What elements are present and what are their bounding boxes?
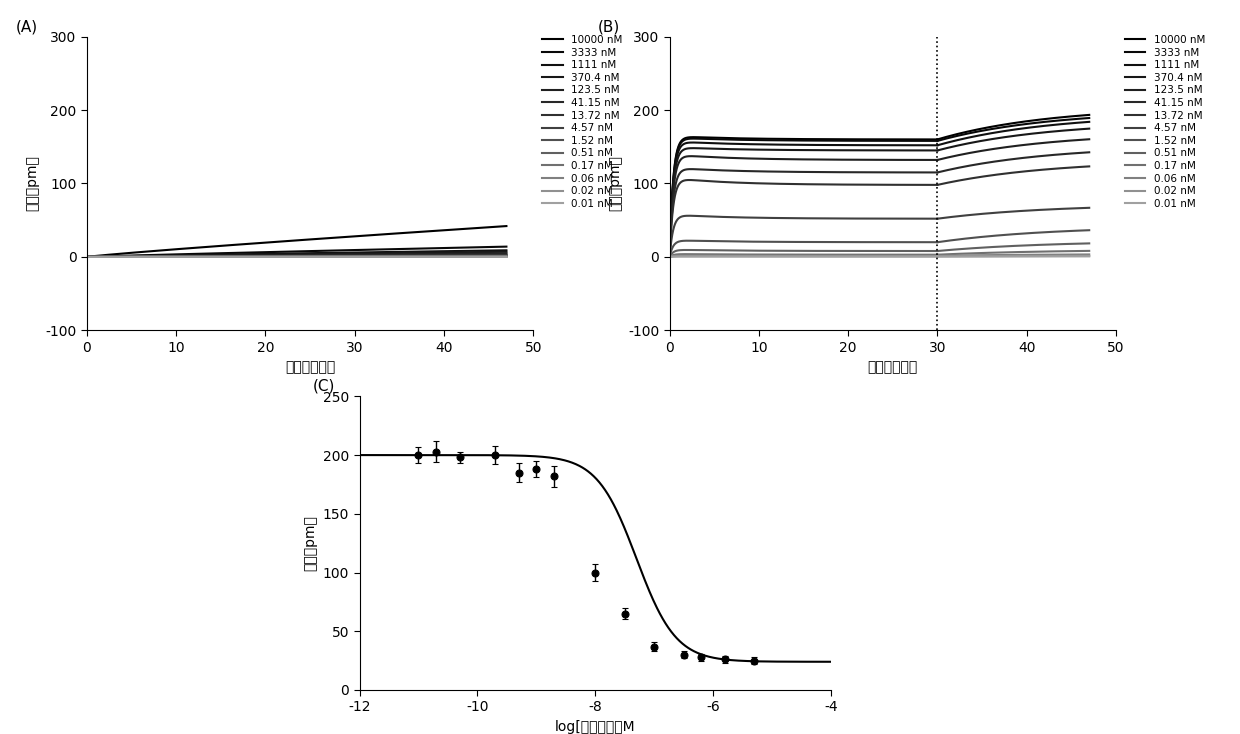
Text: (A): (A) xyxy=(15,19,37,34)
X-axis label: log[化合物｝，M: log[化合物｝，M xyxy=(554,720,636,734)
Y-axis label: 响应（pm）: 响应（pm） xyxy=(26,156,40,211)
Y-axis label: 响应（pm）: 响应（pm） xyxy=(304,515,317,571)
Text: (B): (B) xyxy=(598,19,620,34)
Y-axis label: 响应（pm）: 响应（pm） xyxy=(609,156,622,211)
X-axis label: 时间（分钟）: 时间（分钟） xyxy=(285,360,335,374)
Text: (C): (C) xyxy=(312,379,335,393)
X-axis label: 时间（分钟）: 时间（分钟） xyxy=(868,360,918,374)
Legend: 10000 nM, 3333 nM, 1111 nM, 370.4 nM, 123.5 nM, 41.15 nM, 13.72 nM, 4.57 nM, 1.5: 10000 nM, 3333 nM, 1111 nM, 370.4 nM, 12… xyxy=(1121,31,1209,213)
Legend: 10000 nM, 3333 nM, 1111 nM, 370.4 nM, 123.5 nM, 41.15 nM, 13.72 nM, 4.57 nM, 1.5: 10000 nM, 3333 nM, 1111 nM, 370.4 nM, 12… xyxy=(538,31,626,213)
